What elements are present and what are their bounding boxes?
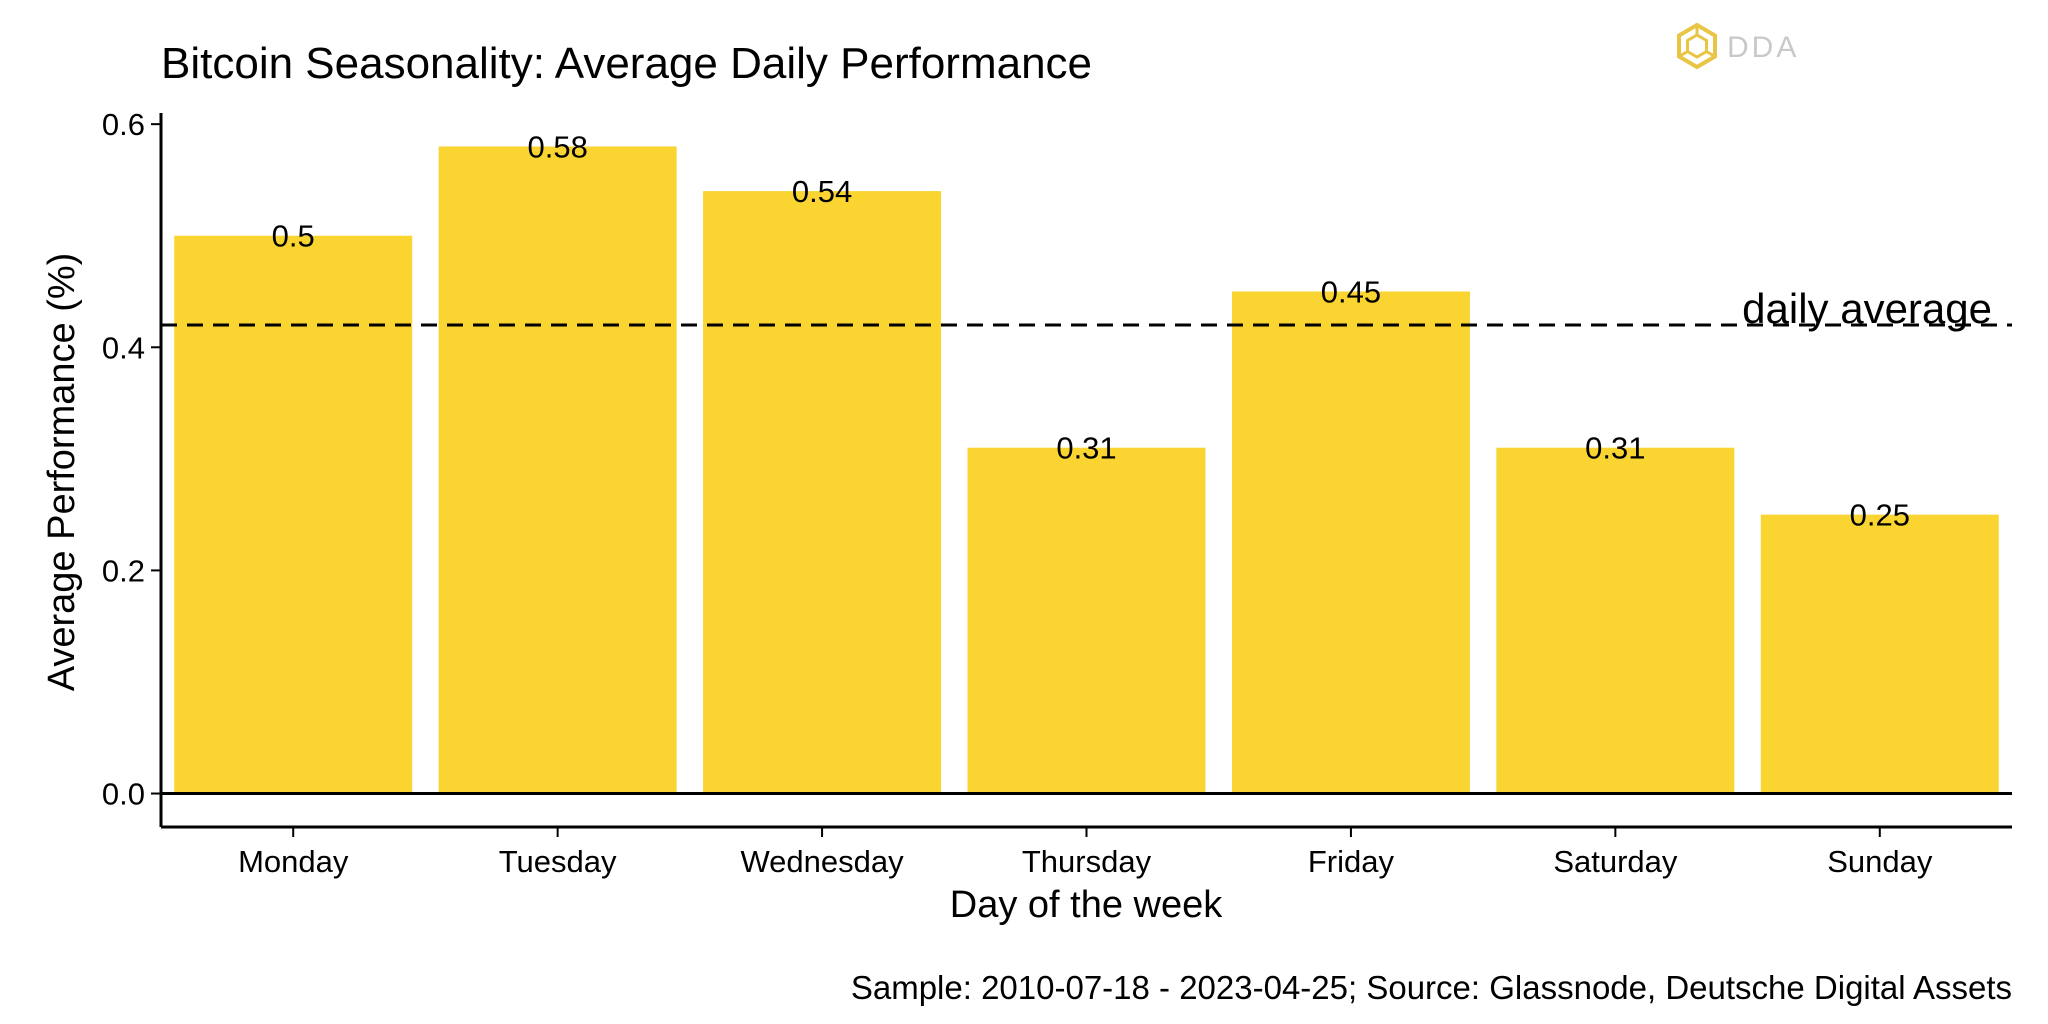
data-label-sunday: 0.25 <box>1850 498 1910 533</box>
data-label-monday: 0.5 <box>272 219 315 254</box>
y-tick-label: 0.4 <box>102 330 145 365</box>
bar-wednesday <box>703 191 942 794</box>
dda-logo: DDA <box>1677 22 1799 70</box>
x-ticks-group: Monday Tuesday Wednesday Thursday Friday Satu… <box>238 827 1933 879</box>
bar-thursday <box>967 447 1206 794</box>
source-note: Sample: 2010-07-18 - 2023-04-25; Source:… <box>851 969 2012 1006</box>
bar-tuesday <box>438 146 677 794</box>
y-tick-label: 0.2 <box>102 553 145 588</box>
x-tick-label-thursday: Thursday <box>1022 844 1152 879</box>
bars-group <box>174 146 1999 794</box>
bar-saturday <box>1496 447 1735 794</box>
x-tick-label-friday: Friday <box>1308 844 1395 879</box>
chart-title: Bitcoin Seasonality: Average Daily Perfo… <box>161 39 1092 88</box>
data-label-tuesday: 0.58 <box>527 129 587 164</box>
y-ticks-group: 0.0 0.2 0.4 0.6 <box>102 107 161 812</box>
bar-friday <box>1231 291 1470 794</box>
x-tick-label-tuesday: Tuesday <box>499 844 617 879</box>
y-tick-label: 0.0 <box>102 777 145 812</box>
y-axis-label: Average Performance (%) <box>41 253 83 692</box>
y-tick-label: 0.6 <box>102 107 145 142</box>
data-label-wednesday: 0.54 <box>792 174 852 209</box>
x-tick-label-sunday: Sunday <box>1827 844 1933 879</box>
daily-average-label: daily average <box>1742 285 1992 332</box>
dda-logo-icon <box>1677 22 1717 70</box>
dda-logo-text: DDA <box>1727 31 1799 64</box>
bar-sunday <box>1760 514 1999 794</box>
bar-monday <box>174 235 413 794</box>
bar-labels-group: 0.5 0.58 0.54 0.31 0.45 0.31 0.25 <box>272 129 1910 532</box>
data-label-saturday: 0.31 <box>1585 431 1645 466</box>
x-tick-label-monday: Monday <box>238 844 349 879</box>
x-axis-label: Day of the week <box>950 884 1223 926</box>
data-label-friday: 0.45 <box>1321 275 1381 310</box>
x-tick-label-wednesday: Wednesday <box>740 844 904 879</box>
x-tick-label-saturday: Saturday <box>1553 844 1678 879</box>
data-label-thursday: 0.31 <box>1056 431 1116 466</box>
